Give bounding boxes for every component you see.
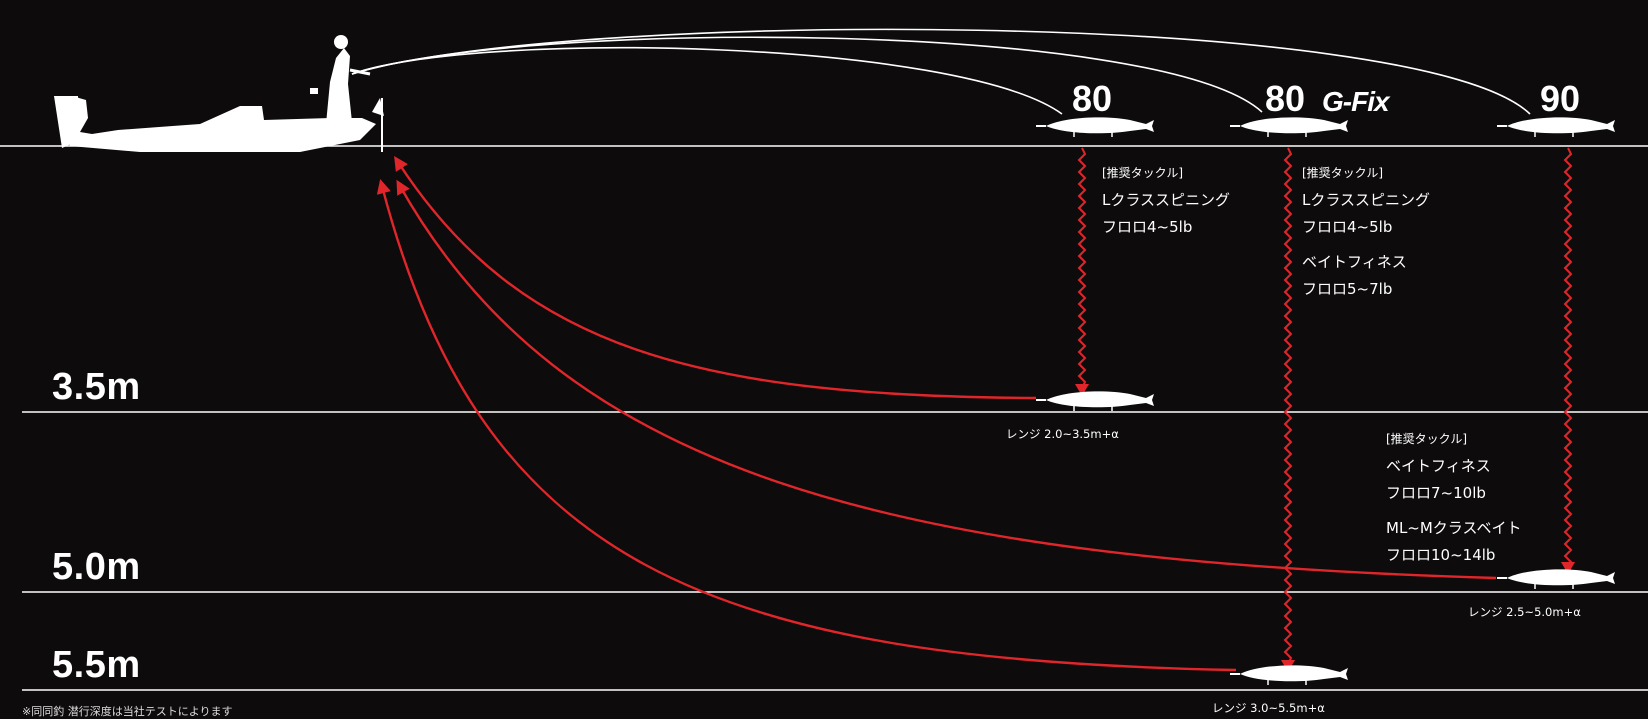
lure-90-surface (1496, 116, 1616, 138)
tackle-block-80: [推奨タックル] Lクラススピニング フロロ4~5lb (1102, 160, 1230, 241)
lure-80-deep (1035, 390, 1155, 412)
tackle-line: フロロ4~5lb (1302, 218, 1393, 236)
tackle-header: [推奨タックル] (1302, 166, 1384, 180)
tackle-header: [推奨タックル] (1386, 432, 1468, 446)
depth-label-5-0m: 5.0m (52, 546, 141, 588)
range-label-80: レンジ 2.0~3.5m+α (1006, 427, 1119, 441)
lure-80gfix-deep (1229, 664, 1349, 686)
lure-80-surface (1035, 116, 1155, 138)
model-label-80gfix-number: 80 (1265, 78, 1306, 119)
tackle-line: ベイトフィネス (1302, 253, 1407, 271)
model-label-80gfix-suffix: G-Fix (1322, 86, 1390, 117)
lure-90-deep (1496, 568, 1616, 590)
tackle-line: Lクラススピニング (1102, 191, 1231, 209)
retrieve-arc-80 (394, 155, 1037, 400)
tackle-line: フロロ10~14lb (1386, 546, 1496, 564)
tackle-block-90: [推奨タックル] ベイトフィネス フロロ7~10lb ML~Mクラスベイト フロ… (1386, 426, 1521, 569)
dive-zigzag-80-arrowhead (1075, 384, 1089, 396)
tackle-block-80gfix: [推奨タックル] Lクラススピニング フロロ4~5lb ベイトフィネス フロロ5… (1302, 160, 1430, 303)
tackle-line: ベイトフィネス (1386, 457, 1491, 475)
footnote: ※同同釣 潜行深度は当社テストによります (22, 705, 233, 718)
dive-zigzag-90 (1563, 147, 1573, 567)
tackle-line: ML~Mクラスベイト (1386, 519, 1522, 537)
model-label-80: 80 (1072, 78, 1113, 119)
lure-80gfix-surface (1229, 116, 1349, 138)
dive-zigzag-80 (1077, 147, 1087, 389)
retrieve-arc-80gfix (376, 179, 1237, 672)
depth-label-5-5m: 5.5m (52, 644, 141, 686)
tackle-line: フロロ5~7lb (1302, 280, 1393, 298)
model-label-90: 90 (1540, 78, 1581, 119)
boat-with-angler-icon (54, 35, 384, 152)
tackle-line: Lクラススピニング (1302, 191, 1431, 209)
range-label-90: レンジ 2.5~5.0m+α (1468, 605, 1581, 619)
cast-line-90 (351, 28, 1531, 115)
dive-zigzag-80gfix (1283, 147, 1293, 665)
tackle-line: フロロ4~5lb (1102, 218, 1193, 236)
retrieve-arc-90 (396, 179, 1497, 580)
depth-label-3-5m: 3.5m (52, 366, 141, 408)
dive-zigzag-90-arrowhead (1561, 562, 1575, 574)
tackle-header: [推奨タックル] (1102, 166, 1184, 180)
range-label-80gfix: レンジ 3.0~5.5m+α (1212, 701, 1325, 715)
cast-line-80 (351, 46, 1063, 115)
tackle-line: フロロ7~10lb (1386, 484, 1486, 502)
